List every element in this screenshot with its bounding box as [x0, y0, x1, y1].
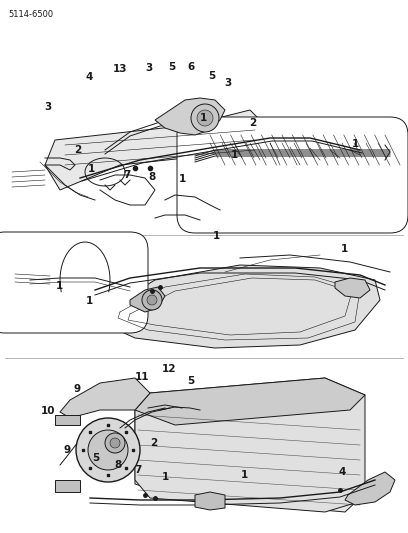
- Text: 10: 10: [41, 407, 55, 416]
- Circle shape: [147, 295, 157, 305]
- Text: 5: 5: [208, 71, 216, 80]
- Text: 3: 3: [145, 63, 153, 73]
- Polygon shape: [55, 480, 80, 492]
- Polygon shape: [135, 380, 358, 423]
- Text: 4: 4: [338, 467, 346, 477]
- Text: 2: 2: [151, 439, 158, 448]
- Text: 5: 5: [168, 62, 175, 71]
- Text: 1: 1: [231, 150, 238, 159]
- Text: 9: 9: [73, 384, 80, 394]
- Circle shape: [110, 438, 120, 448]
- Circle shape: [76, 418, 140, 482]
- Text: 5: 5: [92, 454, 100, 463]
- Text: 2: 2: [74, 146, 81, 155]
- Text: 4: 4: [85, 72, 93, 82]
- Text: 3: 3: [44, 102, 52, 111]
- Polygon shape: [195, 492, 225, 510]
- Text: 7: 7: [123, 170, 130, 180]
- Text: 1: 1: [351, 139, 359, 149]
- Polygon shape: [55, 415, 80, 425]
- Polygon shape: [100, 265, 380, 348]
- Text: 8: 8: [149, 173, 156, 182]
- Text: 1: 1: [240, 471, 248, 480]
- Text: 12: 12: [162, 364, 177, 374]
- Circle shape: [105, 433, 125, 453]
- FancyBboxPatch shape: [177, 117, 408, 233]
- Polygon shape: [135, 378, 365, 512]
- Polygon shape: [130, 287, 165, 312]
- Text: 13: 13: [113, 64, 128, 74]
- Polygon shape: [335, 278, 370, 298]
- Polygon shape: [345, 472, 395, 505]
- Text: 1: 1: [55, 281, 63, 291]
- Text: 1: 1: [85, 296, 93, 305]
- Text: 1: 1: [162, 472, 169, 482]
- Circle shape: [88, 430, 128, 470]
- Text: 8: 8: [114, 460, 121, 470]
- Text: 1: 1: [179, 174, 186, 183]
- FancyBboxPatch shape: [0, 232, 148, 333]
- Text: 6: 6: [187, 62, 195, 71]
- Circle shape: [197, 110, 213, 126]
- Circle shape: [191, 104, 219, 132]
- Polygon shape: [60, 378, 150, 418]
- Text: 5114-6500: 5114-6500: [8, 10, 53, 19]
- Text: 9: 9: [64, 446, 71, 455]
- Circle shape: [142, 290, 162, 310]
- Text: 5: 5: [187, 376, 195, 386]
- Polygon shape: [135, 408, 358, 512]
- Text: 2: 2: [249, 118, 257, 127]
- Text: 3: 3: [224, 78, 231, 87]
- Text: 1: 1: [341, 244, 348, 254]
- Text: 1: 1: [88, 164, 95, 174]
- Text: 1: 1: [213, 231, 220, 240]
- Text: 1: 1: [200, 114, 207, 123]
- Text: 11: 11: [135, 372, 149, 382]
- Text: 7: 7: [134, 465, 142, 475]
- Polygon shape: [155, 98, 225, 135]
- Polygon shape: [45, 110, 270, 190]
- Polygon shape: [135, 378, 365, 425]
